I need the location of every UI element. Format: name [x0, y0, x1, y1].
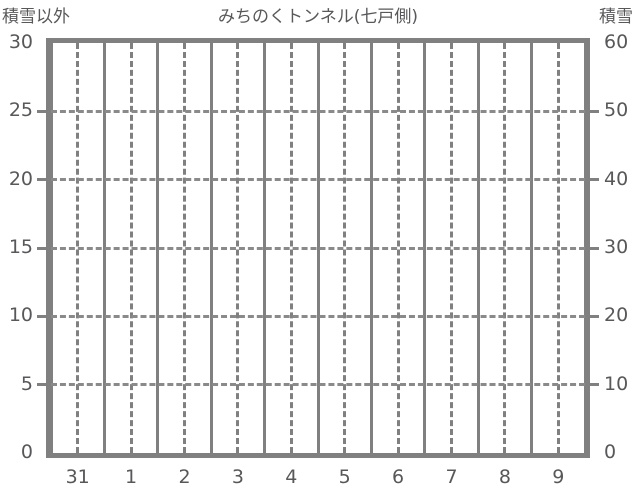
y-axis-tick-label-right: 0	[604, 441, 617, 463]
x-axis-tick-label: 2	[178, 466, 191, 488]
horizontal-gridline	[51, 109, 585, 113]
y-axis-tick-label-left: 10	[8, 304, 33, 327]
y-tick-mark-right	[590, 246, 599, 250]
y-tick-mark-right	[590, 314, 599, 318]
y-tick-mark-left	[37, 178, 46, 182]
y-axis-tick-label-right: 60	[604, 31, 629, 53]
y-axis-tick-label-right: 10	[604, 372, 629, 395]
y-axis-tick-label-left: 5	[20, 372, 33, 395]
chart-title: みちのくトンネル(七戸側)	[218, 7, 418, 27]
x-axis-tick-label: 4	[285, 466, 298, 488]
y-axis-tick-label-left: 30	[8, 31, 33, 53]
right-axis-caption: 積雪	[599, 7, 633, 27]
x-axis-tick-label: 3	[231, 466, 244, 488]
x-axis-tick-label: 31	[65, 466, 90, 488]
x-axis-tick-label: 9	[552, 466, 565, 488]
y-axis-tick-label-right: 30	[604, 236, 629, 258]
y-axis-tick-label-left: 15	[8, 236, 33, 258]
horizontal-gridline	[51, 383, 585, 387]
y-tick-mark-right	[590, 109, 599, 113]
horizontal-gridline	[51, 314, 585, 318]
y-tick-mark-left	[37, 314, 46, 318]
x-axis-tick-label: 7	[445, 466, 458, 488]
plot-area	[46, 38, 590, 458]
y-tick-mark-right	[590, 178, 599, 182]
y-axis-tick-label-right: 50	[604, 99, 629, 122]
y-axis-tick-label-right: 20	[604, 304, 629, 327]
y-tick-mark-right	[590, 383, 599, 387]
plot-grid	[51, 43, 585, 453]
horizontal-gridline	[51, 246, 585, 250]
x-axis-tick-label: 1	[125, 466, 138, 488]
y-tick-mark-left	[37, 109, 46, 113]
y-axis-tick-label-right: 40	[604, 167, 629, 190]
y-axis-tick-label-left: 0	[20, 441, 33, 463]
x-axis-tick-label: 6	[392, 466, 405, 488]
x-axis-tick-label: 8	[498, 466, 511, 488]
x-axis-tick-label: 5	[338, 466, 351, 488]
y-axis-tick-label-left: 20	[8, 167, 33, 190]
y-axis-tick-label-left: 25	[8, 99, 33, 122]
y-tick-mark-left	[37, 383, 46, 387]
y-tick-mark-left	[37, 246, 46, 250]
horizontal-gridline	[51, 178, 585, 182]
left-axis-caption: 積雪以外	[2, 7, 70, 27]
